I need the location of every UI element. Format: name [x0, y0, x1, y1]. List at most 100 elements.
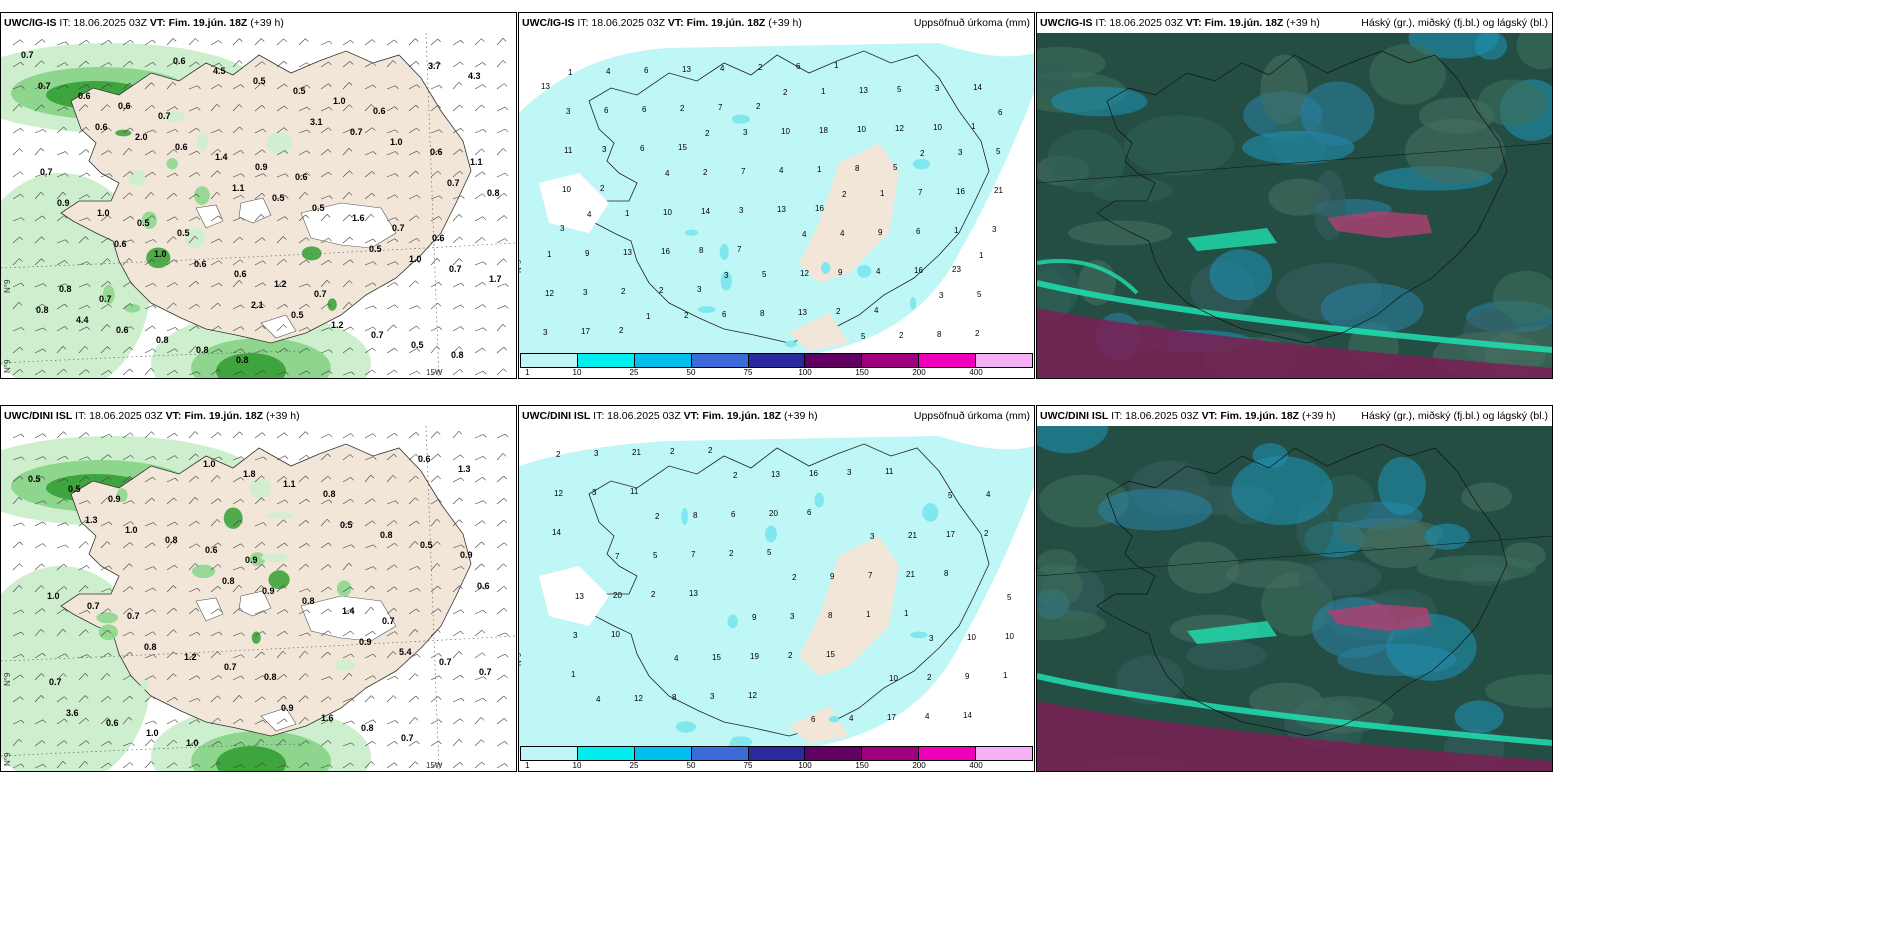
wind-barb [430, 696, 442, 703]
wind-barb [254, 61, 266, 68]
value-label: 3 [560, 224, 565, 233]
value-label: 1.6 [352, 213, 365, 223]
value-label: 3.7 [428, 61, 441, 71]
wind-barb [496, 519, 507, 527]
wind-barb [12, 258, 23, 266]
wind-barb [342, 236, 354, 244]
wind-barb [34, 764, 47, 769]
wind-barb [78, 740, 90, 747]
wind-barb [100, 497, 111, 505]
wind-barb [34, 719, 47, 725]
wind-barb [320, 195, 333, 200]
wind-barb [320, 61, 332, 68]
model-name: UWC/DINI ISL [4, 410, 73, 422]
wind-barb [254, 541, 266, 549]
value-label: 1.0 [203, 459, 216, 469]
wind-barb [474, 216, 487, 222]
wind-barb [188, 325, 200, 332]
wind-barb [122, 171, 134, 178]
value-label: 4 [779, 166, 784, 175]
wind-barb [166, 629, 177, 637]
wind-barb [496, 695, 507, 703]
wind-barb [166, 81, 177, 90]
wind-barb [298, 717, 309, 725]
value-label: 6 [916, 227, 921, 236]
wind-barb [12, 433, 25, 439]
model-name: UWC/IG-IS [522, 17, 575, 29]
wind-barb [320, 280, 331, 288]
wind-barb [276, 585, 287, 593]
value-label: 0.7 [449, 264, 462, 274]
wind-barb [78, 717, 89, 725]
value-label: 1.0 [186, 738, 199, 748]
value-label: 9 [878, 228, 883, 237]
wind-barb [474, 563, 485, 571]
wind-barb [100, 173, 113, 178]
wind-barb [122, 762, 134, 769]
wind-barb [100, 40, 112, 46]
wind-barb [364, 740, 376, 747]
wind-barb [342, 148, 353, 156]
value-label: 15 [826, 650, 835, 659]
wind-barb [56, 106, 69, 112]
wind-barb [122, 476, 134, 483]
value-label: 2 [655, 512, 660, 521]
value-label: 9 [830, 572, 835, 581]
wind-barb [210, 456, 223, 461]
wind-barb [56, 215, 68, 222]
wind-barb [232, 217, 245, 222]
value-label: 0.9 [57, 198, 70, 208]
wind-barb [254, 610, 267, 615]
precip-area [301, 246, 322, 261]
wind-barb [188, 475, 200, 483]
wind-barb [298, 259, 310, 266]
wind-barb [342, 586, 354, 593]
wind-barb [452, 149, 464, 156]
wind-barb [210, 631, 223, 637]
precip-area [140, 677, 149, 690]
wind-barb [100, 521, 113, 527]
wind-barb [364, 675, 377, 681]
wind-barb [144, 720, 157, 725]
wind-barb [342, 40, 354, 46]
dry-land [799, 143, 899, 283]
wind-barb [320, 259, 332, 266]
field-title: Uppsöfnuð úrkoma (mm) [913, 17, 1030, 29]
wind-barb [474, 327, 487, 332]
wind-barb [342, 698, 355, 703]
map-area: 0.9 0.9 0.7 0.7 1.0 0.8 0.9 0.7 0.8 0.7 0.5 0.6 1.4 0… [1, 426, 516, 771]
wind-barb [188, 303, 200, 310]
cloud-area [1454, 700, 1504, 733]
wind-barb [342, 762, 354, 769]
colorbar-swatch [862, 747, 920, 760]
precip-area [675, 721, 696, 733]
wind-barb [144, 39, 156, 46]
wind-barb [210, 302, 222, 310]
wind-barb [188, 497, 199, 505]
wind-barb [210, 103, 221, 112]
wind-barb [474, 697, 487, 703]
wind-barb [188, 150, 201, 156]
wind-barb [254, 564, 266, 571]
wind-barb [78, 610, 91, 615]
wind-barb [298, 673, 309, 681]
cloud-area [1485, 674, 1552, 708]
dry-land [799, 536, 899, 676]
wind-barb [430, 629, 441, 637]
wind-barb [364, 566, 377, 571]
wind-barb [144, 739, 155, 747]
wind-barb [452, 195, 465, 200]
value-label: 0.6 [175, 142, 188, 152]
wind-barb [276, 455, 289, 461]
wind-barb [474, 148, 485, 156]
glacier [260, 707, 297, 732]
value-label: 1 [817, 165, 822, 174]
wind-barb [100, 565, 113, 571]
value-label: 21 [994, 186, 1003, 195]
value-label: 3 [724, 271, 729, 280]
wind-barb [210, 432, 222, 439]
wind-barb [496, 106, 509, 112]
wind-barb [386, 217, 399, 222]
value-label: 2 [556, 450, 561, 459]
value-label: 2 [756, 102, 761, 111]
